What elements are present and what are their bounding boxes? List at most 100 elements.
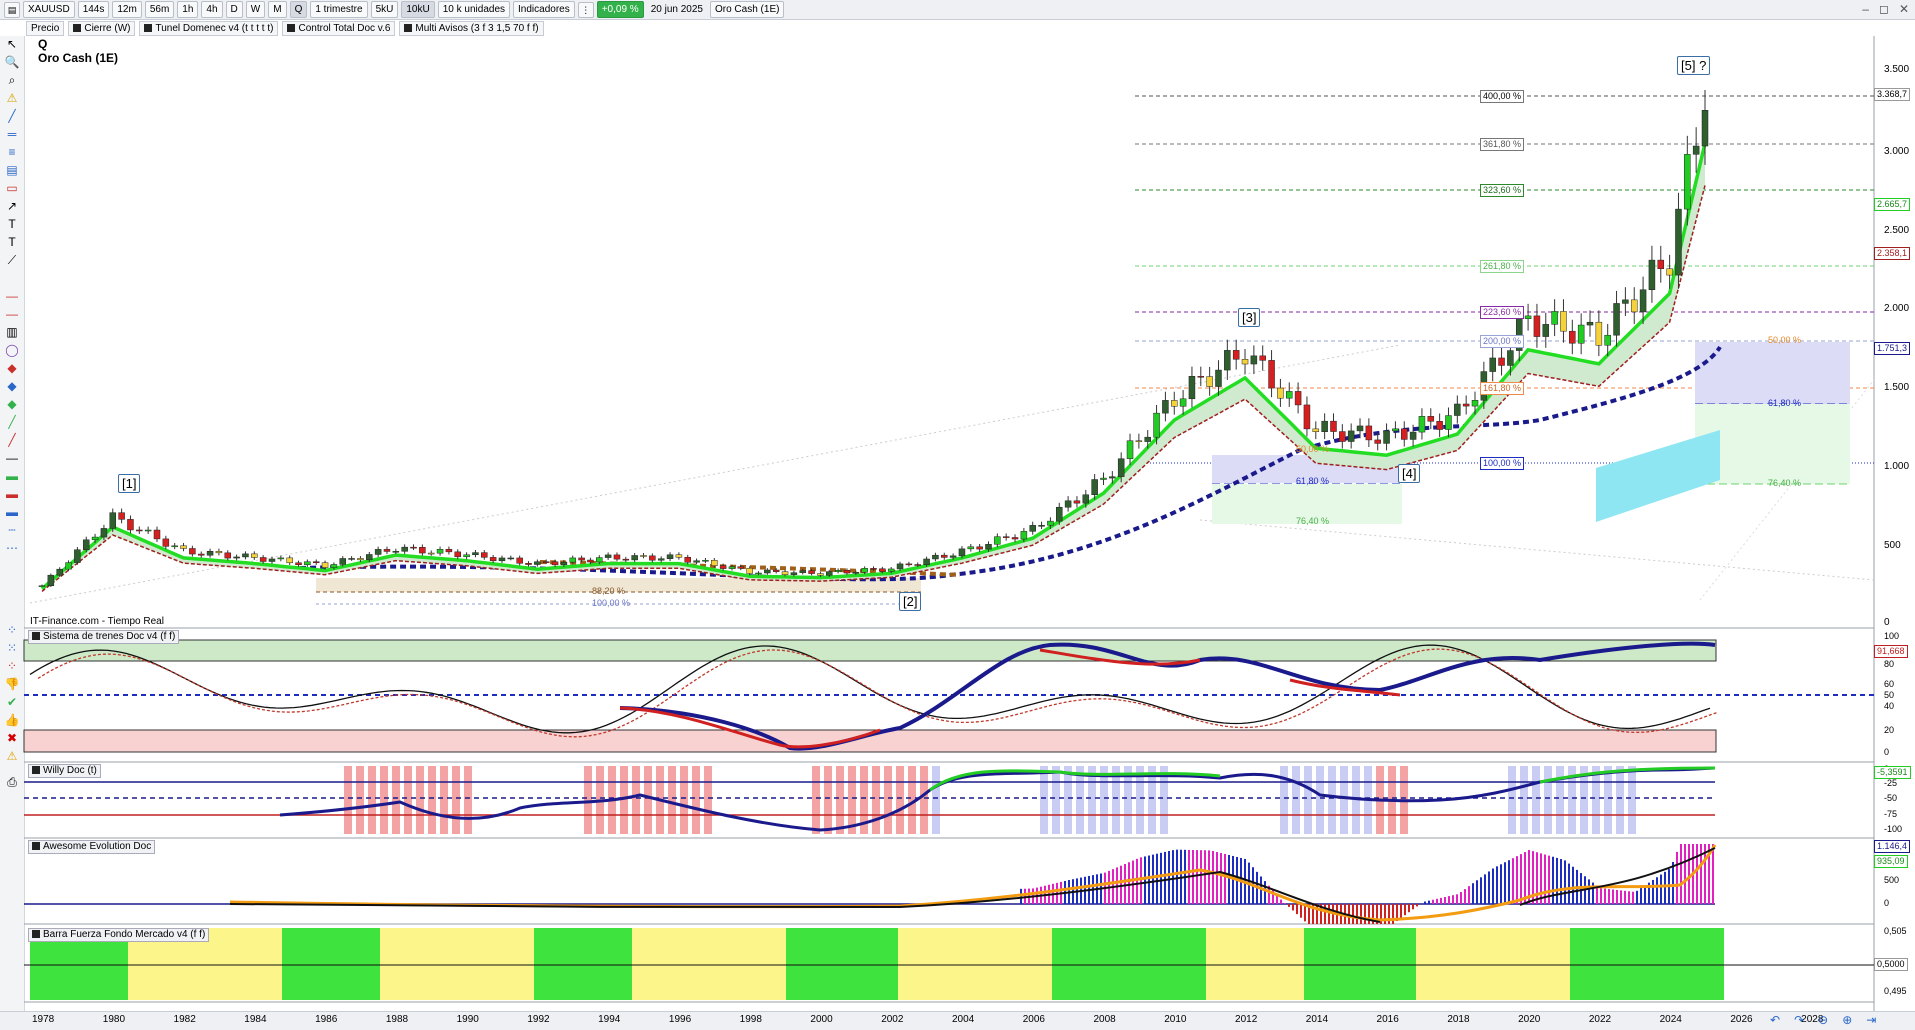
candle-body [1657,259,1665,269]
wave-1-label[interactable]: [1] [118,474,141,493]
period-select[interactable]: 1 trimestre [310,1,368,18]
zoom-area-icon[interactable]: ⌕ [8,73,16,87]
shape-red-icon[interactable]: ◆ [7,361,17,375]
panel-barra-title[interactable]: Barra Fuerza Fondo Mercado v4 (f f) [28,928,210,942]
indicators-button[interactable]: Indicadores [513,1,575,18]
ao-bar [1592,882,1594,904]
undo-icon[interactable]: ↶ [1770,1013,1781,1027]
blue-band-icon[interactable]: ▬ [6,505,18,519]
ao-bar [1200,850,1202,904]
tf-d[interactable]: D [225,1,243,18]
arrow-icon[interactable]: ↗ [6,199,18,213]
candle-body [445,548,453,553]
shape-green-icon[interactable]: ◆ [7,397,17,411]
shape-blue-icon[interactable]: ◆ [7,379,17,393]
willy-signal-bar [1292,766,1300,834]
redo-icon[interactable]: ↷ [1794,1013,1805,1027]
zoom-out-icon[interactable]: ⊖ [1818,1013,1829,1027]
ao-bar [1616,889,1618,904]
price-axis-3500: 3.500 [1884,64,1910,75]
fib-261: 261,80 % [1480,260,1525,273]
chart-name-tab[interactable]: Oro Cash (1E) [709,1,785,18]
wave-5-label[interactable]: [5] ? [1677,56,1711,75]
ao-bar [1468,886,1470,904]
measure-icon[interactable]: ▥ [6,325,18,339]
legend-multi-avisos[interactable]: Multi Avisos (3 f 3 1,5 70 f f) [399,21,544,36]
ruler-icon[interactable]: ⟋ [7,253,17,267]
warning-icon[interactable]: ⚠ [6,749,18,763]
check-icon[interactable]: ✔ [6,695,18,709]
tf-m[interactable]: M [268,1,287,18]
rect-icon[interactable]: ▭ [6,181,18,195]
ao-bar [1272,890,1274,904]
options-icon[interactable]: ⋮ [577,1,594,18]
barra-segment [758,928,772,1000]
red-band-icon[interactable]: ▬ [6,487,18,501]
menu-icon[interactable]: ▤ [4,1,20,18]
text-icon[interactable]: T [8,217,16,231]
scatter3-icon[interactable]: ⁘ [6,659,18,673]
units-10ku[interactable]: 10kU [401,1,435,18]
ao-bar [1608,889,1610,904]
wave-3-label[interactable]: [3] [1238,308,1261,327]
close-icon[interactable]: ✕ [1898,2,1909,16]
zoom-icon[interactable]: 🔍 [4,55,20,69]
channel-icon[interactable]: ≡ [8,145,16,159]
blue-dash-icon[interactable]: ┄ [8,523,16,537]
willy-signal-bar [440,766,448,834]
black-line-icon[interactable]: — [6,451,18,465]
tf-144s[interactable]: 144s [77,1,110,18]
restore-icon[interactable]: ◻ [1878,2,1889,16]
cross-icon[interactable]: ✖ [6,731,18,745]
tf-1h[interactable]: 1h [177,1,199,18]
ao-bar [1652,879,1654,904]
trend-tool-icon[interactable]: ╱ [8,109,16,123]
willy-signal-bar [1544,766,1552,834]
x-axis-label: 2008 [1093,1014,1116,1025]
blue-dots-icon[interactable]: ⋯ [6,541,18,555]
legend-precio[interactable]: Precio [26,21,65,36]
legend-control-total[interactable]: Control Total Doc v.6 [282,21,396,36]
wave-4-label[interactable]: [4] [1398,464,1421,483]
green-line-icon[interactable]: ╱ [8,415,16,429]
print-icon[interactable]: ⎙ [7,775,17,789]
ellipse-icon[interactable]: ◯ [5,343,19,357]
ao-bar [1212,850,1214,904]
scroll-end-icon[interactable]: ⇥ [1866,1013,1877,1027]
scatter-icon[interactable]: ⁘ [6,623,18,637]
tf-12m[interactable]: 12m [112,1,142,18]
panel-willy-title[interactable]: Willy Doc (t) [28,764,101,778]
tf-q[interactable]: Q [289,1,308,18]
red-line-icon[interactable]: — [6,307,18,321]
thumb-down-icon[interactable]: 👎 [4,677,20,691]
tf-56m[interactable]: 56m [144,1,175,18]
units-select[interactable]: 10 k unidades [437,1,511,18]
tf-w[interactable]: W [245,1,266,18]
hline-icon[interactable]: ═ [7,127,17,141]
cursor-icon[interactable]: ↖ [6,37,18,51]
symbol-select[interactable]: XAUUSD [23,1,75,18]
candle-body [702,560,709,562]
units-5ku[interactable]: 5kU [370,1,399,18]
candle-body [1533,315,1541,337]
text-bold-icon[interactable]: T [8,235,16,249]
candle-body [1604,334,1611,346]
panel-awesome-title[interactable]: Awesome Evolution Doc [28,840,156,854]
green-band-icon[interactable]: ▬ [6,469,18,483]
wave-2-label[interactable]: [2] [899,592,922,611]
panel-trenes-title[interactable]: Sistema de trenes Doc v4 (f f) [28,630,180,644]
delete-line-icon[interactable]: — [6,289,18,303]
ao-bar [1196,850,1198,904]
scatter2-icon[interactable]: ⁙ [6,641,18,655]
zoom-in-icon[interactable]: ⊕ [1842,1013,1853,1027]
red-diag-icon[interactable]: ╱ [8,433,16,447]
thumb-up-icon[interactable]: 👍 [4,713,20,727]
legend-cierre[interactable]: Cierre (W) [68,21,136,36]
x-axis-label: 2006 [1022,1014,1045,1025]
legend-tunel[interactable]: Tunel Domenec v4 (t t t t t) [139,21,279,36]
alert-icon[interactable]: ⚠ [6,91,18,105]
time-axis-bar[interactable] [0,1011,1915,1030]
minimize-icon[interactable]: – [1862,2,1869,16]
fib-icon[interactable]: ▤ [6,163,18,177]
tf-4h[interactable]: 4h [201,1,223,18]
